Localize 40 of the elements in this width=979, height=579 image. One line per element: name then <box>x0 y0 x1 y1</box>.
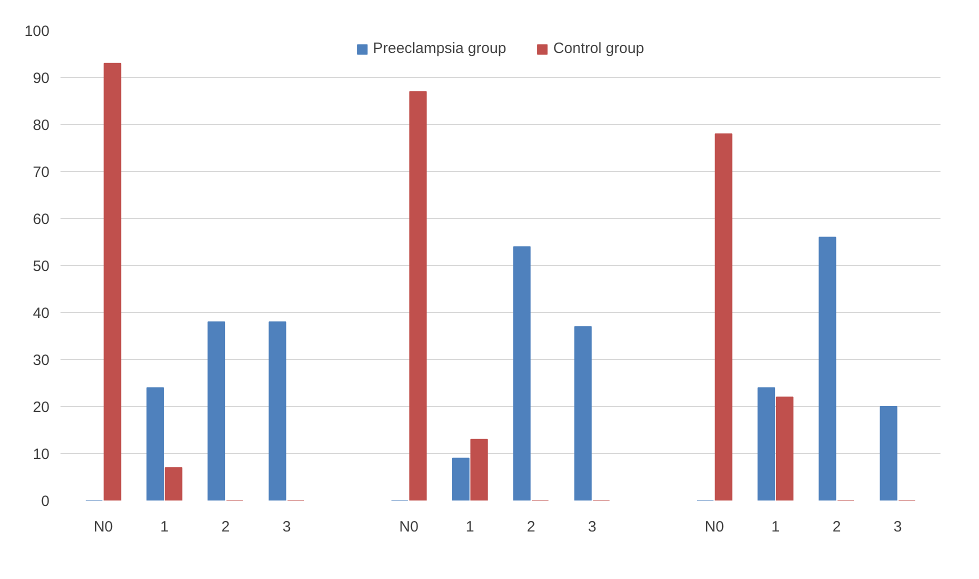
bar <box>104 62 122 500</box>
x-tick-label: 3 <box>894 518 902 536</box>
x-tick-label: N0 <box>704 518 724 536</box>
y-tick-label: 70 <box>32 164 50 181</box>
x-tick-label: 1 <box>466 518 474 536</box>
x-tick-label: 1 <box>771 518 780 536</box>
x-tick-label: 3 <box>588 518 596 536</box>
x-tick-label: 3 <box>282 518 291 536</box>
bar <box>164 467 182 500</box>
bar <box>758 387 776 500</box>
bar <box>146 387 164 500</box>
y-tick-label: 50 <box>32 258 50 275</box>
bar <box>452 458 470 500</box>
x-tick-label: 2 <box>221 518 230 536</box>
bar <box>208 321 226 500</box>
y-tick-label: 0 <box>41 493 50 510</box>
x-tick-label: N0 <box>94 518 113 536</box>
x-tick-label: N0 <box>399 518 418 536</box>
y-tick-label: 90 <box>32 70 50 87</box>
bar <box>818 236 836 500</box>
bar <box>714 133 732 500</box>
bar <box>776 396 794 500</box>
y-tick-label: 60 <box>32 211 50 228</box>
y-tick-label: 30 <box>32 352 50 369</box>
bar <box>268 321 286 500</box>
x-tick-label: 2 <box>526 518 536 536</box>
y-tick-label: 100 <box>24 23 50 40</box>
y-tick-label: 80 <box>32 117 50 134</box>
bar <box>409 91 427 500</box>
bar <box>574 326 592 500</box>
legend-label: Preeclampsia group <box>372 40 506 57</box>
y-tick-label: 20 <box>32 399 50 416</box>
bar <box>513 246 531 500</box>
y-tick-label: 10 <box>32 446 50 463</box>
bar <box>880 406 898 500</box>
y-tick-label: 40 <box>32 305 50 322</box>
x-tick-label: 1 <box>160 518 169 536</box>
bar <box>470 438 488 500</box>
x-tick-label: 2 <box>832 518 841 536</box>
legend-label: Control group <box>553 40 644 57</box>
